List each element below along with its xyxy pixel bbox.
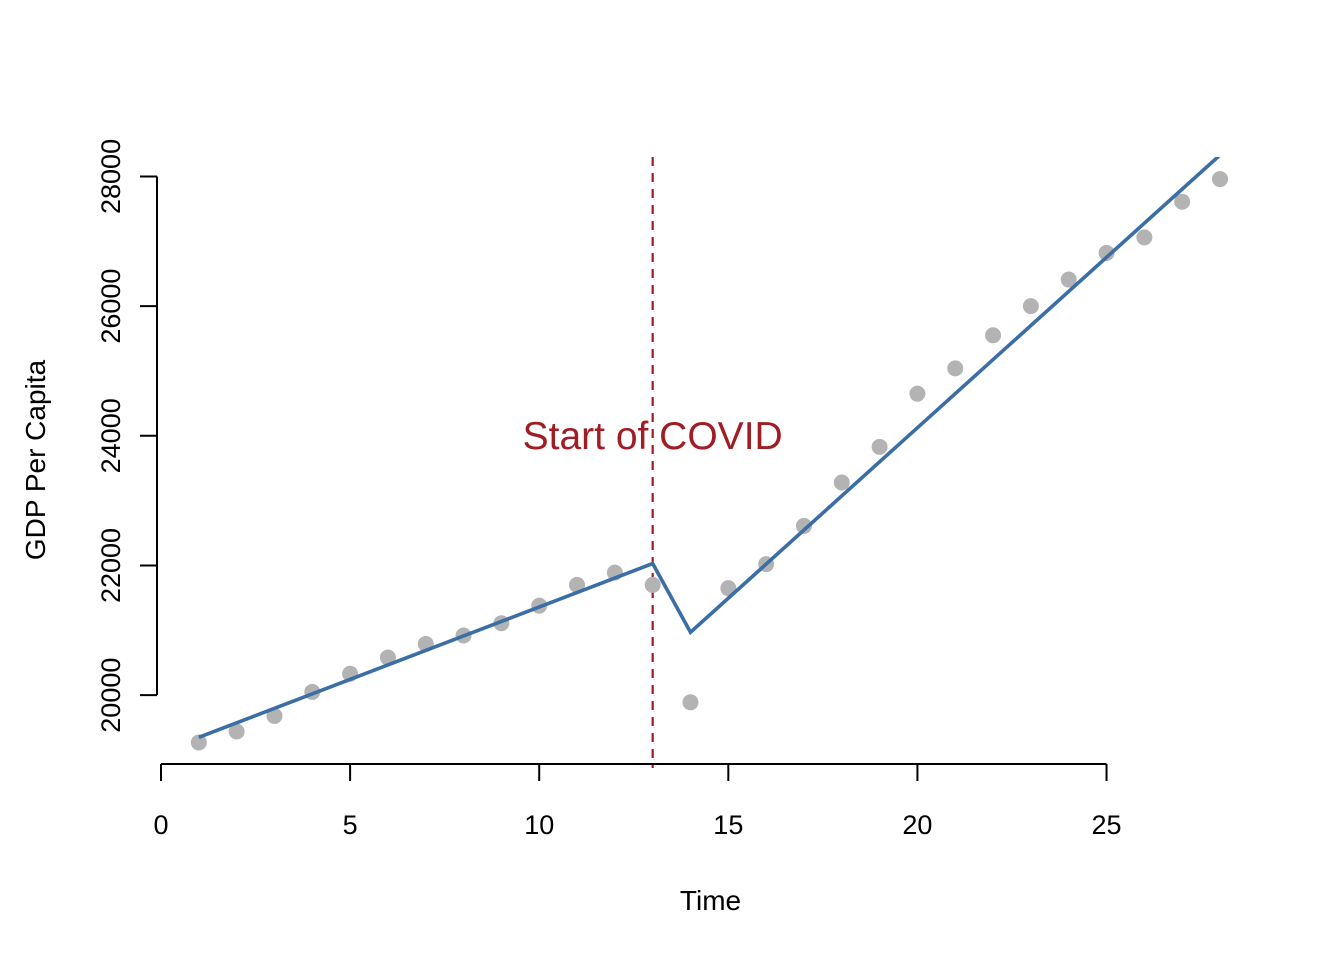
data-point [1060,271,1077,288]
x-axis-title: Time [680,885,741,916]
x-tick-label-10: 10 [524,810,554,840]
data-point [795,517,812,534]
data-point [909,385,926,402]
data-point [228,723,245,740]
x-tick-label-25: 25 [1092,810,1122,840]
x-tick-label-0: 0 [153,810,168,840]
data-points [190,171,1228,751]
y-tick-label-28000: 28000 [96,139,126,214]
x-tick-label-5: 5 [343,810,358,840]
data-point [1136,229,1153,246]
y-tick-label-24000: 24000 [96,398,126,473]
data-point [682,694,699,711]
data-point [833,474,850,491]
y-tick-label-22000: 22000 [96,528,126,603]
data-point [1098,244,1115,261]
data-point [985,327,1002,344]
covid-annotation: Start of COVID [523,415,783,458]
x-tick-label-15: 15 [713,810,743,840]
y-tick-label-20000: 20000 [96,658,126,733]
data-point [644,576,661,593]
data-point [1022,298,1039,315]
data-point [947,360,964,377]
data-point [871,438,888,455]
data-point [1212,171,1228,188]
data-point [569,576,586,593]
y-axis-title: GDP Per Capita [20,359,51,560]
data-point [266,707,283,724]
y-axis: 20000 22000 24000 26000 28000 [96,139,158,733]
data-point [1174,193,1191,210]
fit-line [198,157,1221,739]
x-tick-label-20: 20 [902,810,932,840]
data-point [190,734,207,751]
fitted-line [198,157,1221,739]
x-axis: 0 5 10 15 20 25 [153,763,1122,840]
y-tick-label-26000: 26000 [96,269,126,344]
